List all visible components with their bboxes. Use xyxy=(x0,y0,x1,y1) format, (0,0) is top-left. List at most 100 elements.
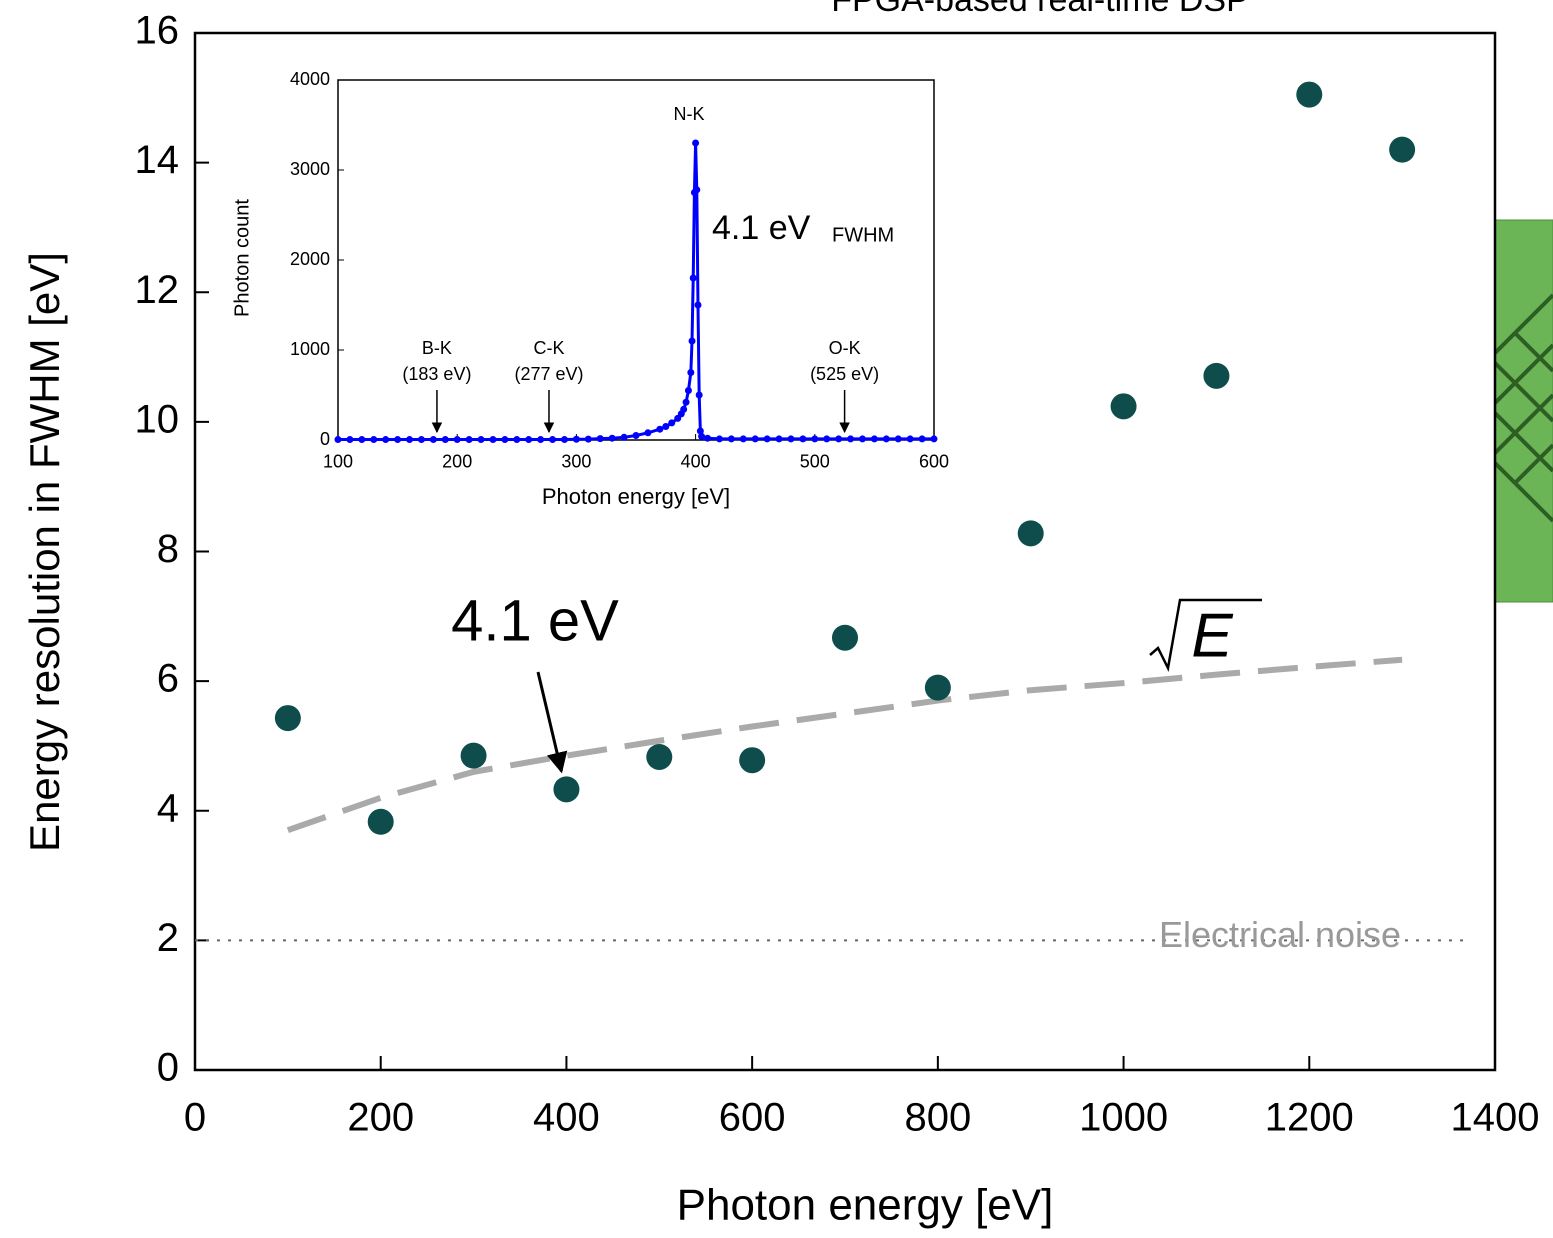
data-point xyxy=(646,743,673,770)
fwhm-unit: FWHM xyxy=(832,224,894,246)
fit-curve xyxy=(286,656,1403,834)
data-point xyxy=(662,423,670,430)
data-point xyxy=(698,432,706,440)
data-point xyxy=(823,435,831,443)
data-point xyxy=(274,705,301,732)
x-tick-label: 1000 xyxy=(1079,1096,1168,1140)
data-point xyxy=(596,435,604,443)
data-point xyxy=(688,337,696,345)
y-axis-label: Photon count xyxy=(231,199,253,317)
data-point xyxy=(835,435,843,443)
data-point xyxy=(358,436,366,444)
data-point xyxy=(692,139,700,147)
x-tick-label: 200 xyxy=(347,1096,414,1140)
data-point xyxy=(715,435,723,443)
annotation-arrow xyxy=(536,671,568,774)
data-point xyxy=(525,436,533,444)
y-tick-label: 0 xyxy=(157,1046,179,1090)
data-point xyxy=(367,808,394,835)
data-point xyxy=(394,436,402,444)
y-tick-label: 0 xyxy=(320,429,330,449)
data-point xyxy=(682,398,690,406)
edge-energy-label: (525 eV) xyxy=(810,364,879,384)
y-tick-label: 3000 xyxy=(290,159,330,179)
data-point xyxy=(1017,520,1044,547)
peak-label: N-K xyxy=(674,104,705,124)
x-tick-label: 500 xyxy=(800,451,830,471)
data-point xyxy=(346,436,354,444)
x-tick-label: 200 xyxy=(442,451,472,471)
edge-label: C-K xyxy=(533,338,564,358)
data-point xyxy=(787,435,795,443)
data-point xyxy=(460,742,487,769)
x-axis-label: Photon energy [eV] xyxy=(542,484,730,509)
data-point xyxy=(882,435,890,443)
data-point xyxy=(584,435,592,443)
data-point xyxy=(693,186,701,194)
data-point xyxy=(695,391,703,399)
data-point xyxy=(858,435,866,443)
radical-sign xyxy=(1149,598,1262,672)
data-point xyxy=(687,369,695,376)
data-point xyxy=(739,435,747,443)
annotation: 4.1 eV xyxy=(451,588,619,653)
y-tick-label: 14 xyxy=(135,138,180,182)
x-tick-label: 600 xyxy=(919,451,949,471)
y-tick-label: 4 xyxy=(157,786,179,830)
data-point xyxy=(477,436,485,444)
plot-frame xyxy=(337,79,935,441)
x-tick-label: 1200 xyxy=(1265,1096,1354,1140)
chart-title: FPGA-based real-time DSP xyxy=(831,0,1249,19)
data-point xyxy=(549,436,557,444)
data-point xyxy=(382,436,390,444)
fwhm-label: 4.1 eV xyxy=(712,209,811,247)
data-point xyxy=(572,435,580,443)
data-point xyxy=(334,436,342,444)
data-point xyxy=(501,436,509,444)
data-point xyxy=(513,436,521,444)
reference-label: Electrical noise xyxy=(1159,914,1401,955)
data-point xyxy=(417,436,425,444)
y-tick-label: 4000 xyxy=(290,69,330,89)
data-point xyxy=(696,427,704,435)
x-axis-label: Photon energy [eV] xyxy=(677,1181,1054,1230)
edge-label: O-K xyxy=(829,338,861,358)
y-tick-label: 8 xyxy=(157,527,179,571)
data-point xyxy=(453,436,461,444)
y-axis-label: Energy resolution in FWHM [eV] xyxy=(21,252,68,852)
data-point xyxy=(1110,393,1137,420)
data-point xyxy=(924,674,951,701)
data-point xyxy=(847,435,855,443)
data-point xyxy=(870,435,878,443)
y-tick-label: 6 xyxy=(157,657,179,701)
data-point xyxy=(832,624,858,651)
data-point xyxy=(429,436,437,444)
edge-label: B-K xyxy=(422,338,452,358)
data-point xyxy=(684,387,692,394)
data-point xyxy=(763,435,771,443)
y-tick-label: 12 xyxy=(135,268,180,312)
x-tick-label: 300 xyxy=(561,451,591,471)
x-tick-label: 400 xyxy=(533,1096,600,1140)
data-point xyxy=(1389,136,1416,163)
data-point xyxy=(751,435,759,443)
data-point xyxy=(894,435,902,443)
data-point xyxy=(906,435,914,443)
x-tick-label: 800 xyxy=(904,1096,971,1140)
data-point xyxy=(668,419,676,427)
data-point xyxy=(441,436,449,444)
y-tick-label: 2000 xyxy=(290,249,330,269)
y-tick-label: 16 xyxy=(135,9,180,53)
data-point xyxy=(465,436,473,444)
data-point xyxy=(370,436,378,444)
data-point xyxy=(553,776,580,803)
data-point xyxy=(608,434,616,442)
data-point xyxy=(704,434,712,442)
data-point xyxy=(694,301,702,309)
data-point xyxy=(644,429,652,437)
data-point xyxy=(632,432,640,439)
y-tick-label: 1000 xyxy=(290,339,330,359)
x-tick-label: 400 xyxy=(681,451,711,471)
edge-energy-label: (183 eV) xyxy=(402,364,471,384)
